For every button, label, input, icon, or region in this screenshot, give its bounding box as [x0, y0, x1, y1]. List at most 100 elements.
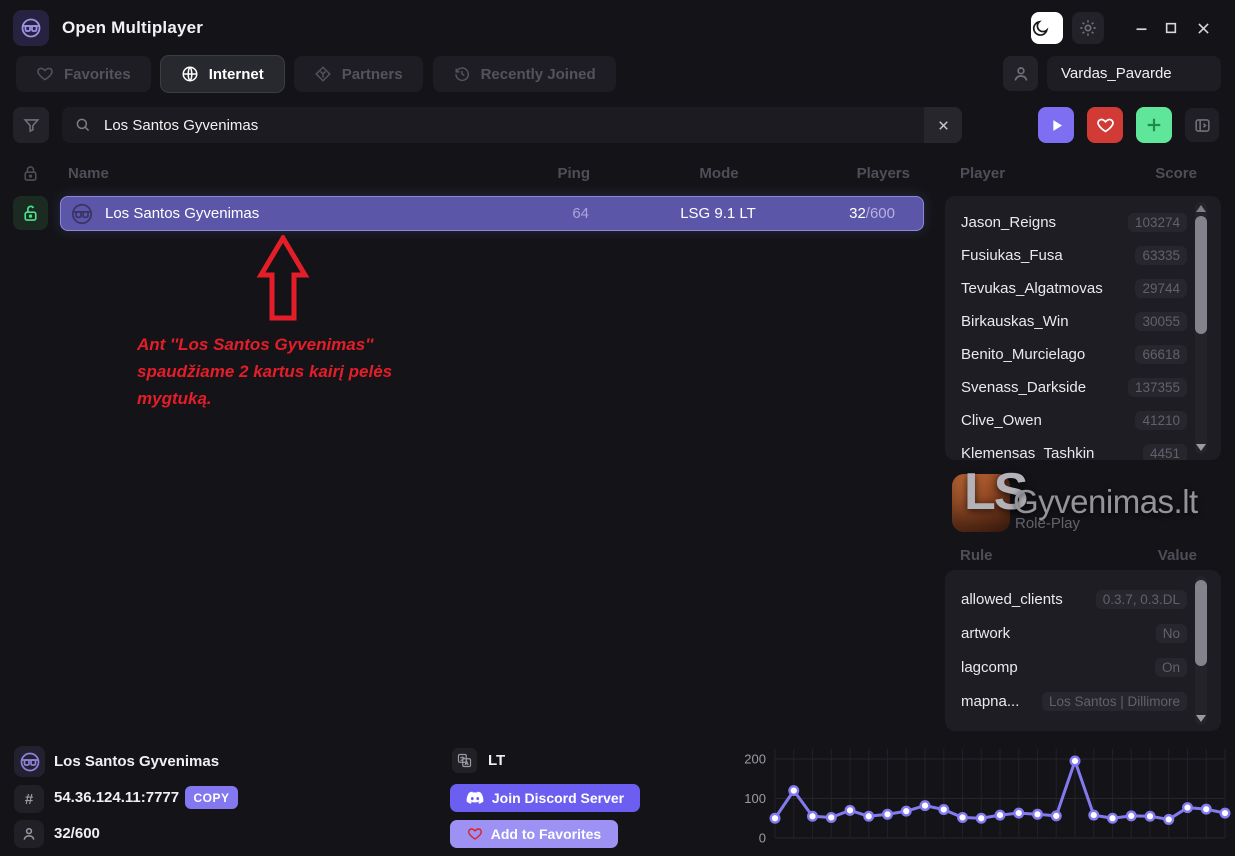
rule-name: artwork	[961, 624, 1011, 642]
column-mode[interactable]: Mode	[699, 164, 739, 182]
add-server-button[interactable]	[1136, 107, 1172, 143]
player-row[interactable]: Birkauskas_Win 30055	[945, 305, 1221, 338]
svg-text:200: 200	[744, 752, 766, 767]
rule-name: lagcomp	[961, 658, 1018, 676]
tabs: Favorites Internet Partners Recently Joined	[16, 56, 616, 92]
rules-panel: allowed_clients 0.3.7, 0.3.DL artwork No lag…	[945, 570, 1221, 731]
heart-icon	[36, 65, 54, 83]
address-icon: #	[14, 785, 44, 813]
server-players: 32/600	[849, 205, 895, 222]
join-discord-label: Join Discord Server	[491, 790, 625, 806]
player-list-scrollbar[interactable]	[1195, 202, 1207, 454]
filter-button[interactable]	[13, 107, 49, 143]
tab-label: Recently Joined	[480, 65, 596, 83]
server-logo-image	[952, 474, 1010, 532]
search-field	[62, 107, 962, 143]
lock-icon	[14, 163, 68, 184]
side-panel-toggle-button[interactable]	[1185, 108, 1219, 142]
rule-row: allowed_clients 0.3.7, 0.3.DL	[945, 582, 1221, 616]
player-row[interactable]: Clive_Owen 41210	[945, 404, 1221, 437]
join-discord-button[interactable]: Join Discord Server	[450, 784, 640, 812]
maximize-button[interactable]	[1156, 12, 1186, 44]
rule-value: 0.3.7, 0.3.DL	[1095, 589, 1187, 609]
close-button[interactable]	[1188, 12, 1218, 44]
column-name[interactable]: Name	[68, 164, 109, 182]
server-ping: 64	[572, 205, 589, 222]
minimize-button[interactable]	[1126, 12, 1156, 44]
add-to-favorites-button[interactable]: Add to Favorites	[450, 820, 618, 848]
player-name: Fusiukas_Fusa	[961, 247, 1063, 264]
rules-list-scrollbar[interactable]	[1195, 576, 1207, 725]
scrollbar-thumb[interactable]	[1195, 216, 1207, 334]
column-players[interactable]: Players	[856, 164, 910, 182]
scroll-up-icon[interactable]	[1196, 205, 1206, 212]
column-ping[interactable]: Ping	[557, 164, 591, 182]
omp-logo-icon	[19, 16, 43, 40]
rule-value: Los Santos | Dillimore	[1041, 691, 1187, 711]
player-score: 103274	[1127, 213, 1187, 232]
header-player: Player	[960, 164, 1006, 182]
player-list: Jason_Reigns 103274 Fusiukas_Fusa 63335 Tevu…	[945, 196, 1221, 460]
rule-value: On	[1154, 657, 1187, 677]
rule-name: mapna...	[961, 692, 1020, 710]
clear-search-button[interactable]	[924, 107, 962, 143]
rules-panel-header: Rule Value	[945, 540, 1221, 570]
tab-label: Partners	[341, 65, 403, 83]
clear-icon	[936, 118, 951, 133]
unlock-icon	[20, 203, 41, 224]
scroll-down-icon[interactable]	[1196, 444, 1206, 451]
moon-icon	[1031, 18, 1063, 38]
server-row[interactable]: Los Santos Gyvenimas 64 LSG 9.1 LT 32/60…	[60, 196, 924, 231]
server-logo-ls: LS	[964, 463, 1028, 521]
player-score: 63335	[1135, 246, 1187, 265]
tab-internet[interactable]: Internet	[160, 56, 284, 92]
connect-button[interactable]	[1038, 107, 1074, 143]
gear-icon	[1078, 18, 1098, 38]
favorite-button[interactable]	[1087, 107, 1123, 143]
rules-list: allowed_clients 0.3.7, 0.3.DL artwork No lag…	[945, 570, 1221, 718]
profile-button[interactable]	[1003, 56, 1038, 91]
header-rule: Rule	[960, 546, 993, 564]
search-input[interactable]	[102, 115, 924, 135]
dark-mode-button[interactable]	[1031, 12, 1063, 44]
server-address: 54.36.124.11:7777	[54, 789, 180, 806]
annotation-arrow	[255, 235, 311, 323]
player-row[interactable]: Benito_Murcielago 66618	[945, 338, 1221, 371]
player-row[interactable]: Svenass_Darkside 137355	[945, 371, 1221, 404]
globe-icon	[181, 65, 199, 83]
player-panel-header: Player Score	[945, 158, 1221, 188]
player-row[interactable]: Jason_Reigns 103274	[945, 206, 1221, 239]
player-name: Jason_Reigns	[961, 214, 1057, 231]
annotation-text: Ant ''Los Santos Gyvenimas'' spaudžiame …	[137, 331, 457, 412]
annotation-line: mygtuką.	[137, 389, 212, 408]
player-panel: Jason_Reigns 103274 Fusiukas_Fusa 63335 Tevu…	[945, 196, 1221, 460]
player-name: Tevukas_Algatmovas	[961, 280, 1103, 297]
settings-button[interactable]	[1072, 12, 1104, 44]
footer-server-icon	[14, 746, 45, 777]
player-row[interactable]: Fusiukas_Fusa 63335	[945, 239, 1221, 272]
person-icon	[1011, 64, 1031, 84]
tab-favorites[interactable]: Favorites	[16, 56, 151, 92]
rule-row: lagcomp On	[945, 650, 1221, 684]
app-logo	[13, 10, 49, 46]
scrollbar-thumb[interactable]	[1195, 580, 1207, 666]
players-count-icon	[14, 820, 44, 848]
nickname-input[interactable]	[1047, 56, 1221, 91]
server-unlocked-button[interactable]	[13, 196, 48, 230]
footer-server-name: Los Santos Gyvenimas	[54, 753, 220, 770]
player-row[interactable]: Tevukas_Algatmovas 29744	[945, 272, 1221, 305]
rule-row: artwork No	[945, 616, 1221, 650]
tab-partners[interactable]: Partners	[293, 56, 423, 92]
copy-address-button[interactable]: COPY	[185, 786, 238, 809]
player-name: Benito_Murcielago	[961, 346, 1086, 363]
rule-row: mapna... Los Santos | Dillimore	[945, 684, 1221, 718]
annotation-line: Ant ''Los Santos Gyvenimas''	[137, 335, 374, 354]
play-icon	[1047, 116, 1066, 135]
tab-recently-joined[interactable]: Recently Joined	[432, 56, 616, 92]
annotation-line: spaudžiame 2 kartus kairį pelės	[137, 362, 393, 381]
player-row[interactable]: Klemensas_Tashkin 4451	[945, 437, 1221, 460]
player-name: Svenass_Darkside	[961, 379, 1087, 396]
scroll-down-icon[interactable]	[1196, 715, 1206, 722]
add-to-favorites-label: Add to Favorites	[490, 826, 602, 842]
server-language: LT	[488, 752, 506, 769]
